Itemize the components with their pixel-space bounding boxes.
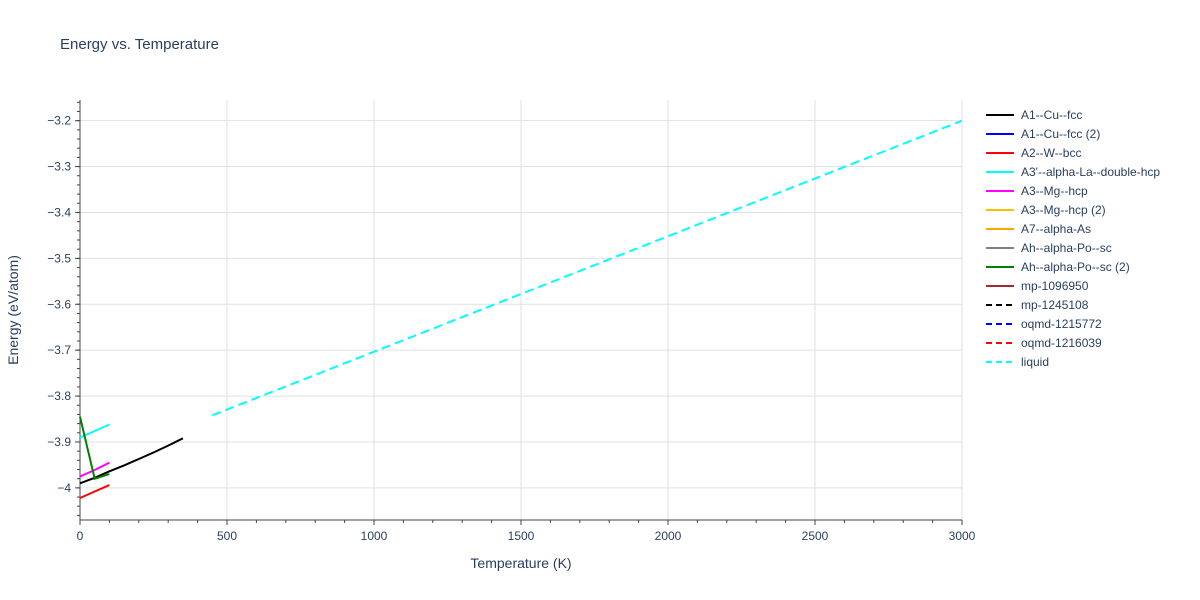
y-tick-label: −3.8 (47, 389, 71, 403)
x-tick-label: 0 (77, 529, 84, 543)
chart-title: Energy vs. Temperature (60, 36, 219, 53)
y-tick-label: −3.9 (47, 435, 71, 449)
legend-label[interactable]: A3--Mg--hcp (2) (1021, 203, 1106, 217)
y-axis-title: Energy (eV/atom) (5, 255, 21, 365)
x-tick-label: 500 (217, 529, 237, 543)
x-tick-label: 1500 (508, 529, 535, 543)
y-tick-label: −3.3 (47, 160, 71, 174)
x-tick-label: 2500 (802, 529, 829, 543)
grid-lines (80, 100, 963, 520)
legend-label[interactable]: A1--Cu--fcc (1021, 108, 1082, 122)
legend-label[interactable]: A2--W--bcc (1021, 146, 1081, 160)
legend-label[interactable]: Ah--alpha-Po--sc (1021, 241, 1112, 255)
legend-label[interactable]: oqmd-1215772 (1021, 317, 1102, 331)
y-tick-label: −4 (57, 481, 71, 495)
legend-label[interactable]: A7--alpha-As (1021, 222, 1091, 236)
legend-label[interactable]: mp-1096950 (1021, 279, 1089, 293)
legend-label[interactable]: mp-1245108 (1021, 298, 1089, 312)
x-axis-title: Temperature (K) (470, 555, 571, 571)
y-tick-label: −3.4 (47, 205, 71, 219)
y-tick-label: −3.5 (47, 251, 71, 265)
legend-label[interactable]: liquid (1021, 355, 1049, 369)
series-lines (79, 119, 963, 499)
y-tick-label: −3.7 (47, 343, 71, 357)
series-line-8 (79, 416, 110, 480)
legend-label[interactable]: Ah--alpha-Po--sc (2) (1021, 260, 1130, 274)
y-tick-label: −3.2 (47, 114, 71, 128)
legend[interactable]: A1--Cu--fcc A1--Cu--fcc (2) A2--W--bcc A3'-… (986, 108, 1160, 369)
axes: 0 500 1000 1500 2000 2500 3000 −4 −3.9 −3.8 −3.7 −3… (47, 100, 976, 543)
series-line-13 (211, 119, 963, 417)
legend-label[interactable]: oqmd-1216039 (1021, 336, 1102, 350)
x-tick-label: 1000 (361, 529, 388, 543)
legend-label[interactable]: A3'--alpha-La--double-hcp (1021, 165, 1160, 179)
series-line-4 (79, 461, 110, 478)
series-line-0 (79, 437, 184, 485)
x-tick-label: 3000 (949, 529, 976, 543)
series-line-2 (79, 484, 110, 499)
legend-label[interactable]: A1--Cu--fcc (2) (1021, 127, 1100, 141)
legend-label[interactable]: A3--Mg--hcp (1021, 184, 1088, 198)
x-tick-label: 2000 (655, 529, 682, 543)
y-tick-label: −3.6 (47, 297, 71, 311)
